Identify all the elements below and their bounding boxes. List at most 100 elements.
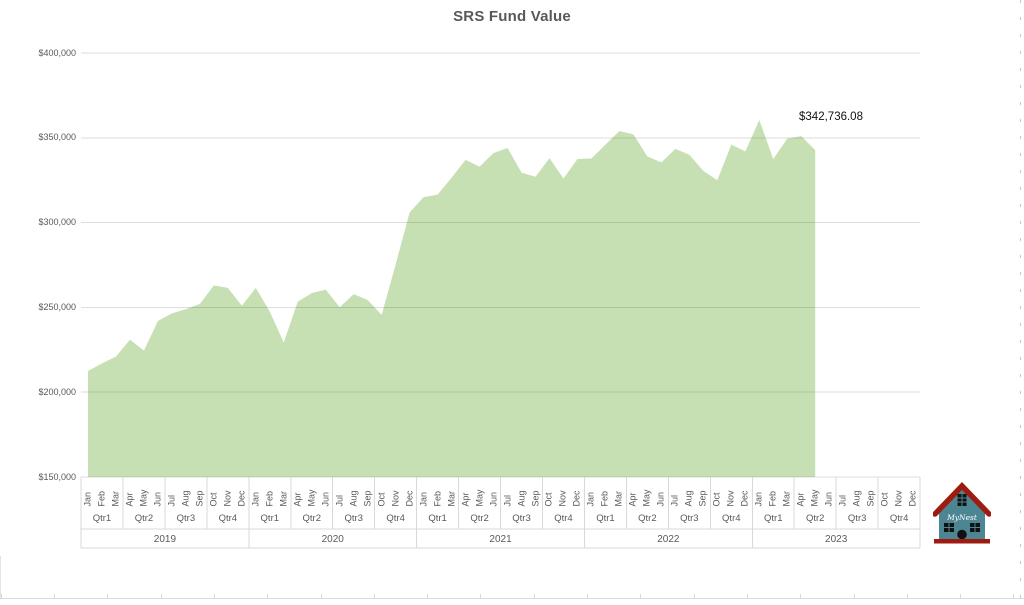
birdhouse-hole-icon bbox=[957, 529, 967, 540]
quarter-label: Qtr1 bbox=[428, 513, 447, 524]
month-label: Feb bbox=[432, 490, 443, 506]
month-label: Oct bbox=[208, 491, 219, 506]
worksheet-column-tick bbox=[160, 594, 162, 599]
month-label: Mar bbox=[613, 490, 624, 507]
month-label: Dec bbox=[907, 489, 918, 506]
chart-title: SRS Fund Value bbox=[453, 8, 571, 25]
month-label: Sep bbox=[530, 489, 540, 506]
birdhouse-base bbox=[934, 539, 990, 544]
month-label: Oct bbox=[711, 491, 722, 506]
worksheet-column-tick bbox=[1013, 594, 1015, 599]
quarter-label: Qtr4 bbox=[722, 513, 741, 524]
month-label: Apr bbox=[292, 491, 303, 506]
month-label: Apr bbox=[124, 491, 135, 506]
quarter-label: Qtr3 bbox=[680, 513, 699, 524]
month-label: Jun bbox=[152, 491, 163, 506]
area-series bbox=[87, 119, 816, 478]
month-label: Nov bbox=[725, 489, 736, 506]
month-label: Nov bbox=[390, 489, 401, 506]
worksheet-column-tick bbox=[480, 594, 482, 599]
birdhouse-roof-icon bbox=[933, 482, 991, 517]
worksheet-row-line bbox=[0, 598, 1024, 599]
month-label: Sep bbox=[362, 489, 373, 506]
month-label: Sep bbox=[697, 489, 708, 506]
month-label: Aug bbox=[683, 489, 694, 506]
month-label: Dec bbox=[404, 489, 415, 506]
month-label: Aug bbox=[516, 489, 527, 506]
worksheet-column-tick bbox=[107, 594, 109, 599]
page-break-dashed-line bbox=[1020, 0, 1021, 600]
quarter-label: Qtr3 bbox=[512, 513, 531, 524]
month-label: May bbox=[138, 488, 149, 506]
worksheet-column-tick bbox=[587, 594, 588, 599]
month-label: Oct bbox=[879, 491, 890, 506]
worksheet-column-tick bbox=[960, 594, 962, 599]
year-label: 2022 bbox=[657, 534, 680, 545]
month-label: Aug bbox=[348, 489, 359, 506]
month-label: Jan bbox=[753, 491, 764, 506]
worksheet-column-tick bbox=[267, 594, 269, 599]
month-label: Jul bbox=[334, 494, 345, 506]
y-axis-tick-label: $200,000 bbox=[38, 386, 76, 397]
worksheet-column-tick bbox=[0, 594, 2, 599]
month-label: Jun bbox=[320, 491, 331, 506]
y-axis-tick-label: $400,000 bbox=[38, 47, 76, 58]
month-label: May bbox=[306, 488, 317, 506]
month-label: Apr bbox=[627, 491, 638, 506]
month-label: Aug bbox=[180, 489, 191, 506]
worksheet-column-tick bbox=[853, 594, 855, 599]
quarter-label: Qtr2 bbox=[302, 513, 321, 524]
worksheet-column-tick bbox=[800, 594, 802, 599]
worksheet-column-tick bbox=[54, 594, 55, 599]
month-label: Sep bbox=[194, 489, 205, 506]
month-label: Jun bbox=[823, 491, 834, 506]
month-label: Jan bbox=[250, 491, 261, 506]
quarter-label: Qtr3 bbox=[176, 513, 196, 524]
month-label: Nov bbox=[557, 489, 568, 506]
y-axis-tick-label: $250,000 bbox=[38, 301, 76, 312]
worksheet-column-tick bbox=[693, 594, 695, 599]
worksheet-left-edge bbox=[0, 556, 1, 598]
year-label: 2020 bbox=[321, 534, 344, 545]
month-label: Dec bbox=[236, 489, 247, 506]
quarter-label: Qtr4 bbox=[554, 513, 573, 524]
worksheet-column-tick bbox=[533, 594, 535, 599]
month-label: May bbox=[474, 488, 485, 506]
month-label: Apr bbox=[460, 491, 471, 506]
month-label: Feb bbox=[264, 490, 275, 506]
year-label: 2021 bbox=[489, 534, 512, 545]
month-label: Jul bbox=[669, 494, 680, 506]
month-label: Aug bbox=[851, 489, 862, 506]
quarter-label: Qtr4 bbox=[889, 513, 909, 524]
quarter-label: Qtr2 bbox=[470, 513, 489, 524]
month-label: Sep bbox=[865, 489, 876, 506]
month-label: Oct bbox=[543, 491, 554, 506]
month-label: Mar bbox=[446, 490, 457, 507]
quarter-label: Qtr4 bbox=[386, 513, 405, 524]
quarter-label: Qtr3 bbox=[847, 513, 867, 524]
year-label: 2023 bbox=[825, 534, 848, 545]
month-label: Apr bbox=[795, 491, 806, 506]
month-label: Feb bbox=[96, 490, 107, 506]
month-label: May bbox=[641, 488, 652, 506]
month-label: Jun bbox=[488, 491, 499, 506]
month-label: Feb bbox=[767, 490, 778, 506]
month-label: Mar bbox=[278, 490, 289, 507]
year-label: 2019 bbox=[153, 534, 177, 545]
month-label: Jul bbox=[502, 494, 513, 506]
worksheet-column-tick bbox=[906, 594, 908, 599]
left-window-icon bbox=[944, 523, 954, 532]
month-label: Jan bbox=[418, 491, 429, 506]
worksheet-column-tick bbox=[373, 594, 375, 599]
y-axis-tick-label: $350,000 bbox=[38, 132, 76, 143]
data-point-label: $342,736.08 bbox=[799, 111, 863, 123]
quarter-label: Qtr4 bbox=[218, 513, 238, 524]
worksheet-column-tick bbox=[746, 594, 748, 599]
mynest-birdhouse-logo: MyNest bbox=[933, 482, 991, 544]
month-label: Jan bbox=[585, 491, 596, 506]
worksheet-column-tick bbox=[427, 594, 429, 599]
month-label: Nov bbox=[893, 489, 904, 506]
y-axis-tick-label: $300,000 bbox=[38, 217, 76, 228]
quarter-label: Qtr2 bbox=[638, 513, 657, 524]
